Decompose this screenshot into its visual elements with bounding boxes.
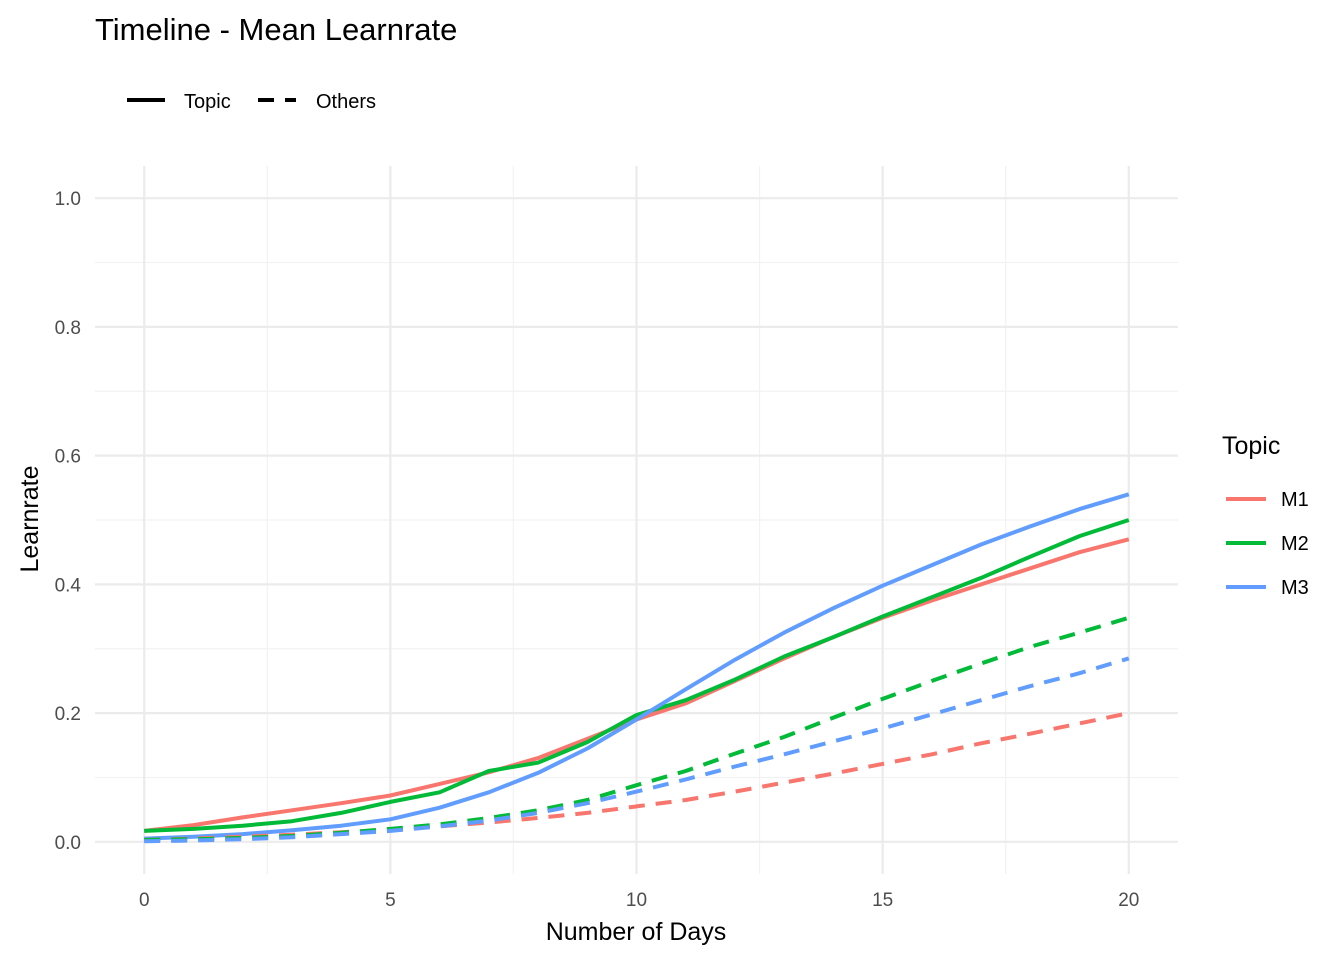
linetype-legend: Topic Others — [127, 91, 376, 113]
color-label-m1: M1 — [1281, 489, 1309, 511]
x-axis-ticks: 0 5 10 15 20 — [139, 890, 1139, 911]
y-tick-label: 1.0 — [55, 189, 81, 210]
x-axis-title: Number of Days — [546, 918, 727, 946]
x-tick-label: 5 — [385, 890, 396, 911]
x-tick-label: 0 — [139, 890, 150, 911]
color-legend-title: Topic — [1222, 432, 1280, 460]
color-label-m3: M3 — [1281, 577, 1309, 599]
x-tick-label: 10 — [626, 890, 647, 911]
linetype-label-topic: Topic — [184, 91, 231, 113]
color-label-m2: M2 — [1281, 533, 1309, 555]
color-legend: Topic M1 M2 M3 — [1222, 432, 1309, 599]
y-axis-ticks: 0.0 0.2 0.4 0.6 0.8 1.0 — [55, 189, 82, 854]
x-tick-label: 20 — [1118, 890, 1139, 911]
y-tick-label: 0.4 — [55, 575, 82, 596]
series-line-m3-dashed — [144, 656, 1130, 844]
y-tick-label: 0.0 — [55, 833, 81, 854]
chart-title: Timeline - Mean Learnrate — [95, 12, 457, 47]
linetype-label-others: Others — [316, 91, 376, 113]
series-line-m3-solid — [144, 492, 1130, 841]
y-tick-label: 0.6 — [55, 447, 81, 468]
y-tick-label: 0.2 — [55, 704, 81, 725]
y-axis-title: Learnrate — [16, 465, 44, 572]
x-tick-label: 15 — [872, 890, 893, 911]
y-tick-label: 0.8 — [55, 318, 81, 339]
series-line-m2-solid — [144, 518, 1130, 833]
series-lines — [143, 492, 1130, 844]
plot-grid — [95, 166, 1178, 874]
